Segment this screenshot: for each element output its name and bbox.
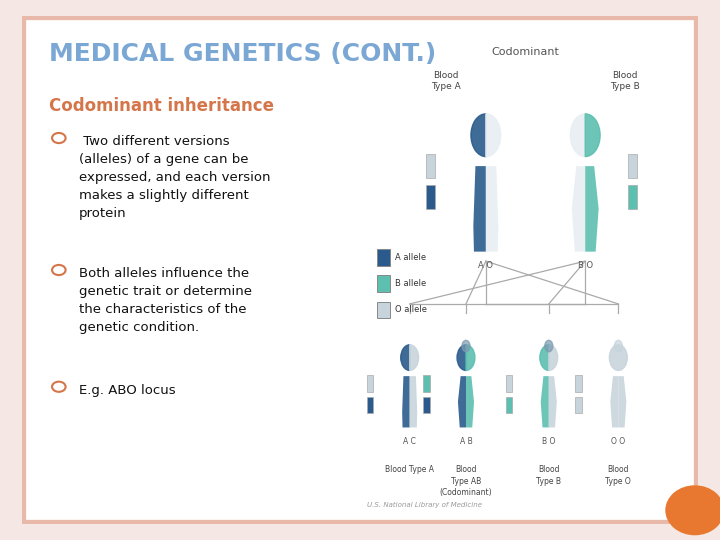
- Bar: [366, 396, 373, 413]
- Bar: [426, 154, 435, 178]
- Wedge shape: [410, 345, 418, 370]
- Text: O O: O O: [611, 437, 626, 446]
- Bar: [377, 301, 390, 318]
- Polygon shape: [572, 166, 585, 252]
- Polygon shape: [618, 376, 626, 428]
- Polygon shape: [466, 376, 474, 428]
- Text: Blood
Type A: Blood Type A: [431, 71, 461, 91]
- Bar: [629, 154, 636, 178]
- Bar: [377, 275, 390, 292]
- Bar: [505, 396, 513, 413]
- Bar: [426, 185, 435, 209]
- Text: Both alleles influence the
genetic trait or determine
the characteristics of the: Both alleles influence the genetic trait…: [79, 267, 252, 334]
- Wedge shape: [471, 114, 486, 157]
- Polygon shape: [585, 166, 598, 252]
- Text: U.S. National Library of Medicine: U.S. National Library of Medicine: [366, 502, 482, 508]
- Text: E.g. ABO locus: E.g. ABO locus: [79, 384, 176, 397]
- Text: Blood Type A: Blood Type A: [385, 465, 434, 475]
- Polygon shape: [549, 376, 557, 428]
- Polygon shape: [611, 376, 618, 428]
- Text: A allele: A allele: [395, 253, 426, 262]
- Bar: [423, 396, 430, 413]
- Wedge shape: [585, 114, 600, 157]
- Bar: [366, 375, 373, 392]
- Wedge shape: [486, 114, 501, 157]
- Polygon shape: [458, 376, 466, 428]
- Text: Codominant: Codominant: [492, 48, 559, 57]
- Text: Blood
Type B: Blood Type B: [536, 465, 562, 485]
- Bar: [423, 375, 430, 392]
- Text: MEDICAL GENETICS (CONT.): MEDICAL GENETICS (CONT.): [49, 42, 436, 65]
- Wedge shape: [549, 345, 558, 370]
- Text: O allele: O allele: [395, 305, 427, 314]
- Text: B allele: B allele: [395, 279, 426, 288]
- Wedge shape: [466, 345, 475, 370]
- Text: Two different versions
(alleles) of a gene can be
expressed, and each version
ma: Two different versions (alleles) of a ge…: [79, 136, 271, 220]
- Text: Blood
Type AB
(Codominant): Blood Type AB (Codominant): [440, 465, 492, 497]
- FancyBboxPatch shape: [22, 16, 698, 524]
- Text: B O: B O: [542, 437, 555, 446]
- Polygon shape: [402, 376, 410, 428]
- Bar: [377, 249, 390, 266]
- Text: Codominant inheritance: Codominant inheritance: [49, 97, 274, 116]
- Polygon shape: [410, 376, 417, 428]
- Circle shape: [614, 340, 622, 352]
- Wedge shape: [457, 345, 466, 370]
- Polygon shape: [486, 166, 498, 252]
- Text: B O: B O: [577, 261, 593, 270]
- Circle shape: [462, 340, 470, 352]
- Text: Blood
Type B: Blood Type B: [610, 71, 640, 91]
- Wedge shape: [401, 345, 410, 370]
- Circle shape: [545, 340, 553, 352]
- Bar: [575, 396, 582, 413]
- Text: Blood
Type O: Blood Type O: [606, 465, 631, 485]
- Polygon shape: [541, 376, 549, 428]
- Bar: [575, 375, 582, 392]
- Circle shape: [609, 345, 627, 370]
- Wedge shape: [570, 114, 585, 157]
- Bar: [629, 185, 636, 209]
- Wedge shape: [540, 345, 549, 370]
- Text: A C: A C: [403, 437, 416, 446]
- Bar: [505, 375, 513, 392]
- Text: A B: A B: [459, 437, 472, 446]
- Polygon shape: [473, 166, 486, 252]
- Text: A O: A O: [478, 261, 493, 270]
